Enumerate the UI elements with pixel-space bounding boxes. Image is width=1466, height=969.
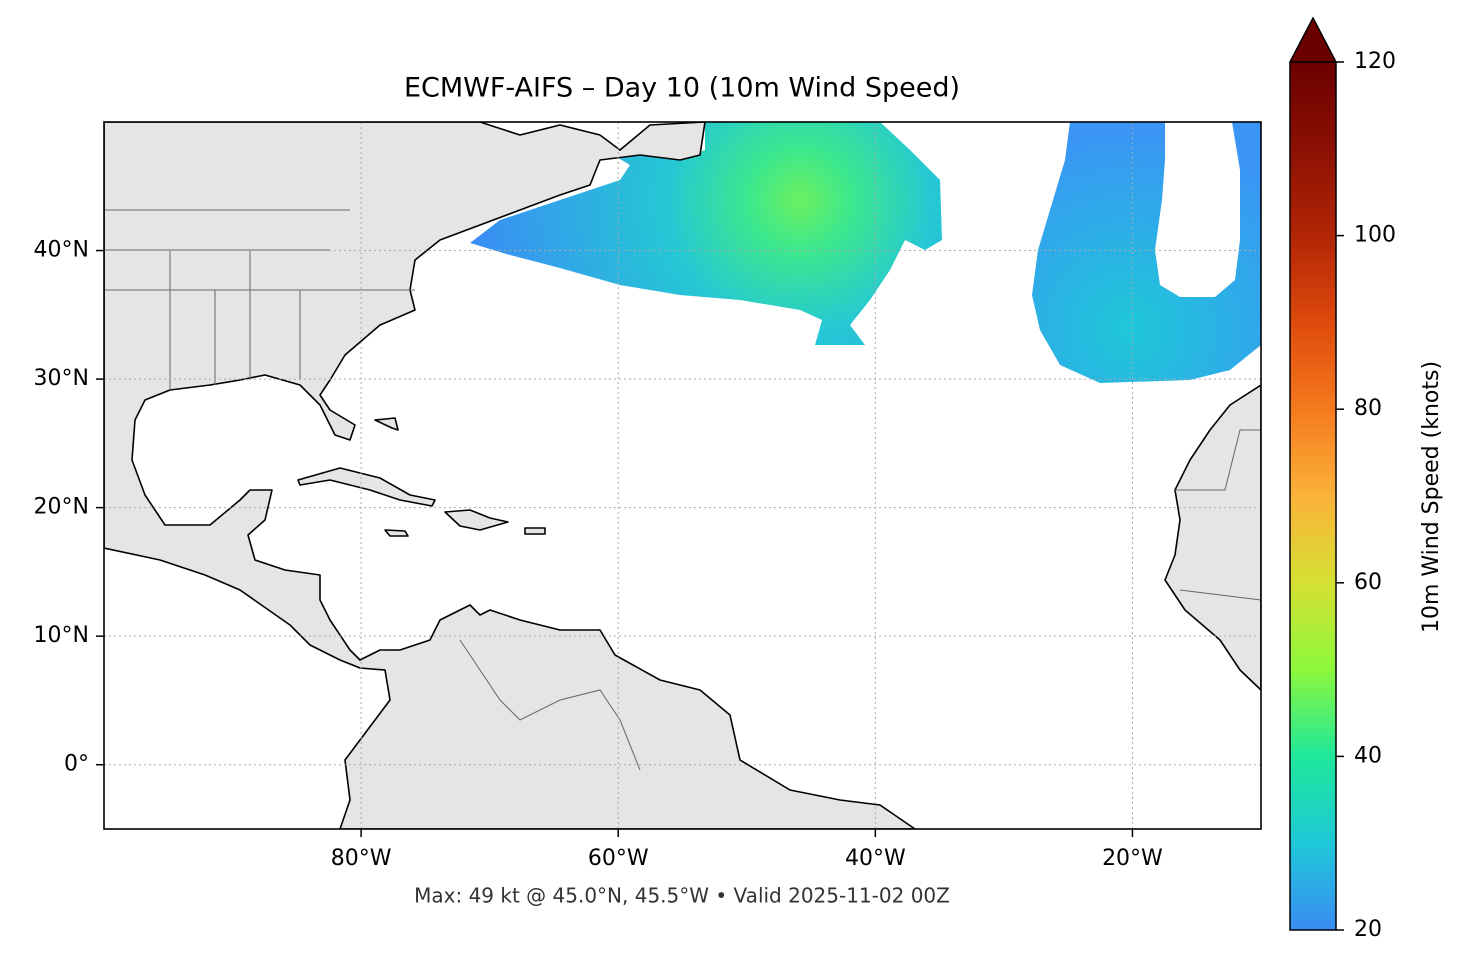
colorbar-tick-label: 20 [1354,917,1382,942]
y-tick-label: 30°N [34,366,89,391]
x-tick-label: 40°W [845,846,906,871]
bahamas [374,417,399,431]
colorbar-extension [1288,16,1338,63]
americas [104,122,916,829]
map [104,122,1261,829]
border [459,429,1261,771]
x-tick-label: 20°W [1102,846,1163,871]
colorbar-tick-label: 40 [1354,743,1382,768]
y-tick-label: 10°N [34,623,89,648]
puerto-rico [524,527,546,535]
wind-field [1032,122,1261,383]
jamaica [384,529,409,537]
subtitle: Max: 49 kt @ 45.0°N, 45.5°W • Valid 2025… [414,884,950,908]
colorbar-frame [1289,62,1337,931]
x-tick-label: 80°W [331,846,392,871]
x-tick-label: 60°W [588,846,649,871]
borders [104,209,1261,771]
land [104,122,1261,829]
cuba [297,467,436,507]
border [104,209,415,390]
y-tick-label: 0° [64,752,89,777]
colorbar-label: 10m Wind Speed (knots) [1419,361,1444,633]
wind-field [470,122,942,345]
africa [1164,384,1261,691]
colorbar-tick-label: 120 [1354,49,1396,74]
y-tick-label: 40°N [34,238,89,263]
colorbar-tick-label: 80 [1354,396,1382,421]
map-frame [103,121,1262,830]
y-tick-label: 20°N [34,495,89,520]
colorbar [1290,62,1336,930]
colorbar-tick-label: 100 [1354,223,1396,248]
chart-title: ECMWF-AIFS – Day 10 (10m Wind Speed) [404,73,960,104]
colorbar-tick-label: 60 [1354,570,1382,595]
hispaniola [444,509,509,531]
